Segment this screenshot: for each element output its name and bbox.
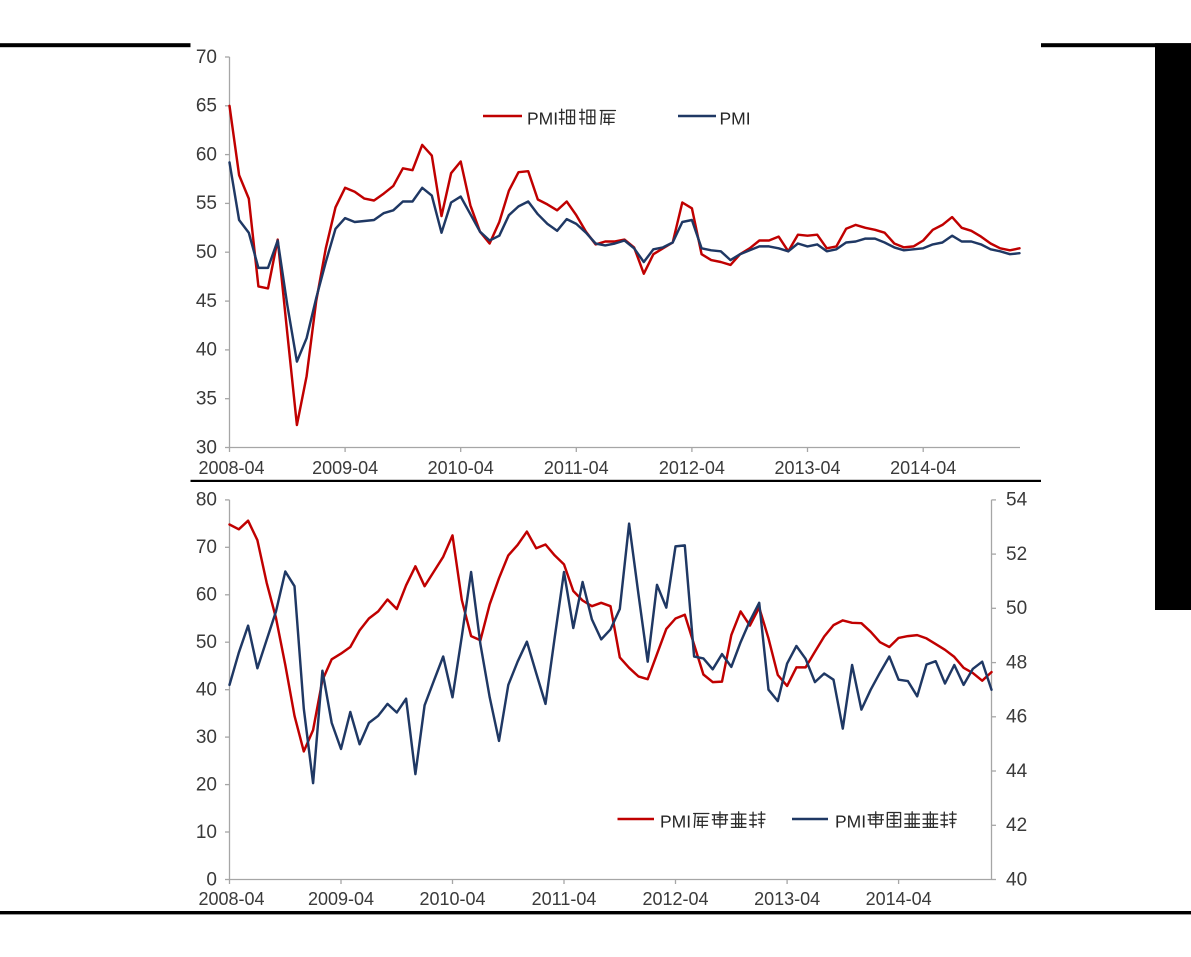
svg-text:2008-04: 2008-04	[198, 458, 264, 478]
svg-text:60: 60	[196, 144, 217, 165]
svg-text:2010-04: 2010-04	[428, 458, 494, 478]
svg-text:2011-04: 2011-04	[544, 458, 609, 478]
svg-text:80: 80	[196, 490, 217, 511]
svg-text:54: 54	[1006, 490, 1028, 511]
svg-text:40: 40	[196, 340, 217, 361]
svg-text:42: 42	[1006, 815, 1027, 836]
svg-text:2009-04: 2009-04	[308, 889, 374, 909]
svg-text:40: 40	[1006, 869, 1027, 890]
svg-text:60: 60	[196, 585, 217, 606]
svg-text:52: 52	[1006, 544, 1027, 565]
svg-text:30: 30	[196, 437, 217, 458]
svg-text:PMI: PMI	[720, 109, 751, 129]
svg-text:0: 0	[206, 869, 217, 890]
svg-text:70: 70	[196, 537, 217, 558]
svg-text:55: 55	[196, 193, 217, 214]
svg-text:2011-04: 2011-04	[532, 889, 597, 909]
svg-text:2014-04: 2014-04	[866, 889, 932, 909]
svg-text:35: 35	[196, 389, 217, 410]
svg-text:2008-04: 2008-04	[198, 889, 264, 909]
svg-text:10: 10	[196, 822, 217, 843]
svg-text:50: 50	[1006, 598, 1027, 619]
svg-text:45: 45	[196, 291, 217, 312]
svg-text:20: 20	[196, 774, 217, 795]
svg-text:2012-04: 2012-04	[659, 458, 725, 478]
svg-text:40: 40	[196, 680, 217, 701]
svg-text:2010-04: 2010-04	[419, 889, 485, 909]
svg-text:2012-04: 2012-04	[642, 889, 708, 909]
svg-text:50: 50	[196, 242, 217, 263]
svg-text:65: 65	[196, 96, 217, 117]
svg-text:46: 46	[1006, 707, 1027, 728]
svg-text:PMI: PMI	[835, 812, 866, 832]
svg-text:48: 48	[1006, 652, 1027, 673]
svg-text:2014-04: 2014-04	[890, 458, 956, 478]
svg-text:2013-04: 2013-04	[774, 458, 840, 478]
svg-text:50: 50	[196, 632, 217, 653]
svg-text:PMI: PMI	[660, 812, 691, 832]
svg-text:30: 30	[196, 727, 217, 748]
svg-text:2013-04: 2013-04	[754, 889, 820, 909]
svg-text:2009-04: 2009-04	[312, 458, 378, 478]
svg-text:44: 44	[1006, 761, 1028, 782]
svg-text:70: 70	[196, 47, 217, 68]
svg-text:PMI: PMI	[527, 109, 558, 129]
